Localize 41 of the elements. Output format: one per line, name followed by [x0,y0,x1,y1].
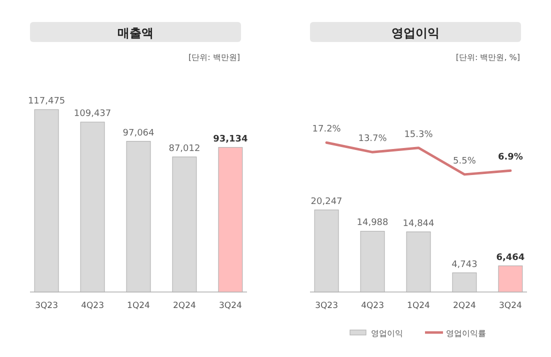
x-tick-label: 3Q23 [35,301,58,311]
legend-label: 영업이익률 [446,329,486,338]
bar [218,147,243,292]
x-tick-label: 4Q23 [81,301,104,311]
x-tick-label: 2Q24 [173,301,196,311]
data-label: 5.5% [453,156,476,166]
bar [360,230,385,292]
chart-subtitle: [단위: 백만원, %] [456,53,520,62]
x-tick-label: 3Q23 [315,301,338,311]
data-label: 4,743 [452,260,478,270]
data-label: 13.7% [358,134,388,144]
x-tick-label: 1Q24 [407,301,430,311]
data-label: 109,437 [74,109,112,120]
chart-subtitle: [단위: 백만원] [188,53,240,62]
data-label: 87,012 [168,144,200,154]
data-label: 14,844 [402,218,435,229]
data-label: 17.2% [312,124,342,135]
data-label: 6,464 [496,252,525,263]
bar [452,272,477,292]
chart-title: 매출액 [118,26,154,40]
data-label: 117,475 [28,96,66,107]
x-tick-label: 3Q24 [218,301,242,311]
data-label: 6.9% [498,152,523,163]
data-label: 15.3% [404,130,434,140]
legend-label: 영업이익 [371,329,403,338]
x-tick-label: 3Q24 [498,301,522,311]
data-label: 20,247 [310,196,342,207]
chart-title: 영업이익 [392,26,440,40]
bar [314,210,339,292]
x-tick-label: 1Q24 [127,301,150,311]
bar [34,109,59,292]
data-label: 14,988 [356,218,389,228]
bar [80,122,105,292]
bar [126,140,151,292]
data-label: 93,134 [213,134,248,144]
bar [172,156,197,292]
x-tick-label: 2Q24 [453,301,476,311]
data-label: 97,064 [122,128,155,138]
bar [498,265,523,292]
bar [406,232,431,292]
x-tick-label: 4Q23 [361,301,384,311]
